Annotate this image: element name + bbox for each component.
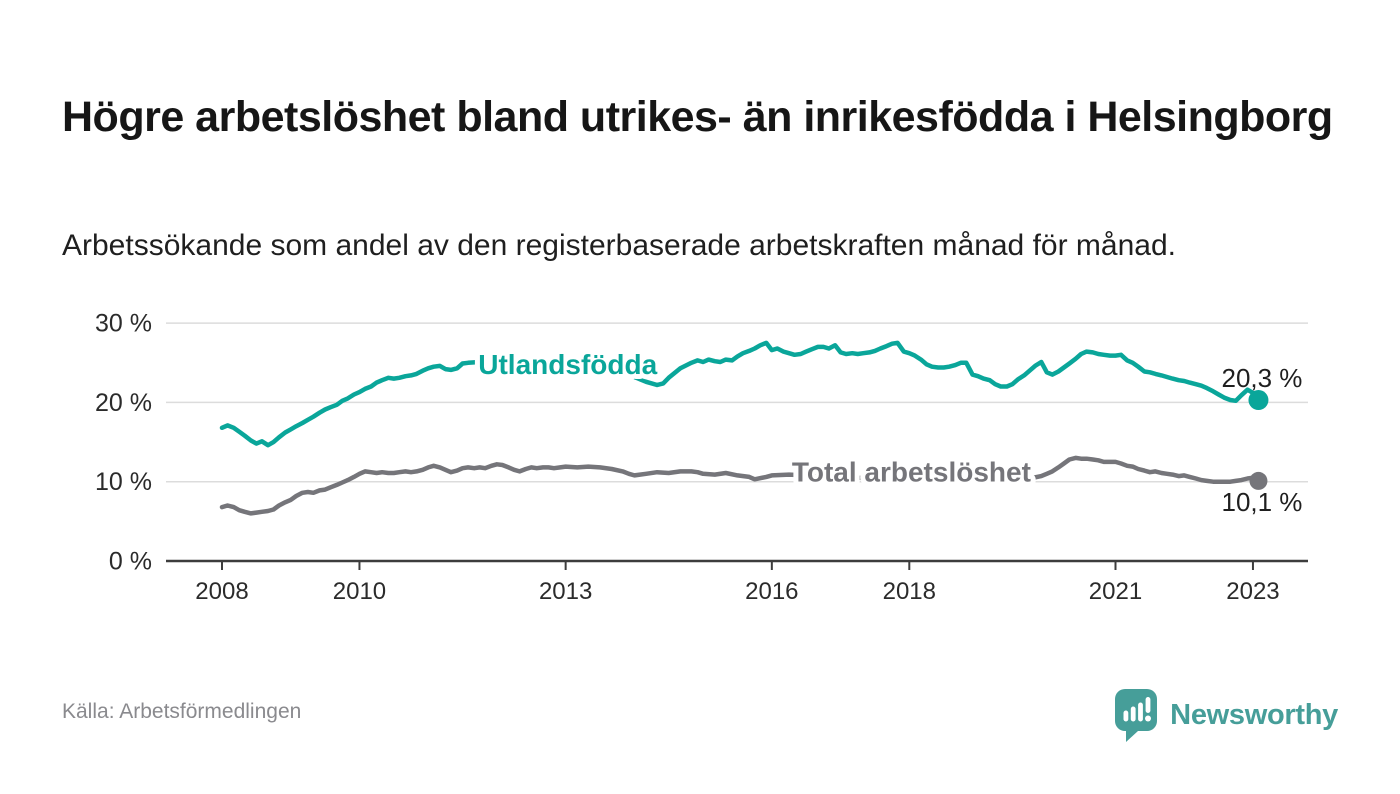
y-axis-tick-label: 20 % [95,389,152,417]
newsworthy-logo-icon [1115,689,1158,742]
chart-title: Högre arbetslöshet bland utrikes- än inr… [62,92,1333,141]
x-axis-tick-label: 2013 [539,578,592,605]
series-label-utlandsfodda: Utlandsfödda [478,349,657,380]
y-axis-tick-label: 30 % [95,310,152,338]
newsworthy-wordmark: Newsworthy [1170,698,1338,731]
series-label-total: Total arbetslöshet [792,456,1031,487]
y-axis-tick-label: 10 % [95,468,152,496]
newsworthy-logo: Newsworthy [1114,688,1338,742]
chart-subtitle: Arbetssökande som andel av den registerb… [62,229,1176,262]
y-axis-tick-label: 0 % [109,548,152,576]
source-note: Källa: Arbetsförmedlingen [62,700,302,723]
x-axis-tick-label: 2016 [745,578,798,605]
series-line-utlandsfodda [219,340,1261,448]
series-line-total [219,455,1261,516]
series-endpoint-dot-total [1249,471,1268,490]
x-axis-tick-label: 2021 [1089,578,1142,605]
series-endpoint-dot-utlandsfodda [1248,390,1269,411]
latest-value-label-utlandsfodda: 20,3 % [1221,363,1302,393]
latest-value-label-total: 10,1 % [1221,487,1302,517]
x-axis-tick-label: 2010 [333,578,386,605]
x-axis-tick-label: 2018 [883,578,936,605]
x-axis-tick-label: 2023 [1226,578,1279,605]
x-axis-tick-label: 2008 [195,578,248,605]
